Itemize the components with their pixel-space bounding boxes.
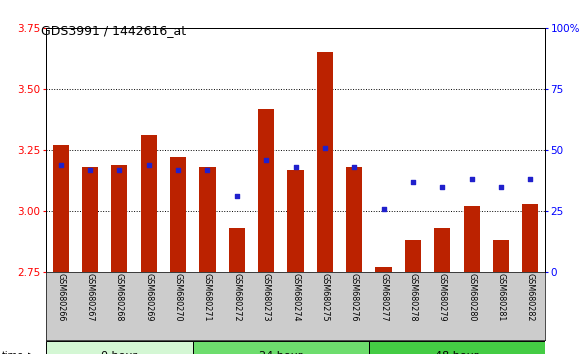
Text: GDS3991 / 1442616_at: GDS3991 / 1442616_at — [41, 24, 186, 37]
FancyBboxPatch shape — [369, 341, 545, 354]
Bar — [317, 52, 333, 272]
Text: GSM680282: GSM680282 — [526, 273, 535, 322]
Bar — [493, 240, 509, 272]
Text: GSM680275: GSM680275 — [320, 273, 329, 322]
FancyBboxPatch shape — [193, 341, 369, 354]
Bar — [112, 165, 127, 272]
Text: GSM680274: GSM680274 — [291, 273, 300, 322]
Text: GSM680278: GSM680278 — [408, 273, 417, 322]
Bar — [522, 204, 539, 272]
Text: GSM680267: GSM680267 — [85, 273, 95, 322]
Bar — [434, 228, 450, 272]
Point — [261, 157, 271, 162]
Point — [437, 184, 447, 189]
Point — [232, 194, 242, 199]
Bar — [53, 145, 69, 272]
Text: GSM680271: GSM680271 — [203, 273, 212, 322]
Bar — [464, 206, 480, 272]
Text: 0 hour: 0 hour — [101, 351, 138, 354]
Bar — [405, 240, 421, 272]
Bar — [170, 157, 186, 272]
Text: GSM680266: GSM680266 — [56, 273, 65, 322]
Bar — [258, 109, 274, 272]
Point — [56, 162, 65, 167]
Bar — [346, 167, 363, 272]
Point — [291, 164, 300, 170]
Text: GSM680273: GSM680273 — [261, 273, 271, 322]
Point — [467, 176, 476, 182]
Text: GSM680268: GSM680268 — [115, 273, 124, 322]
Point — [408, 179, 418, 184]
Point — [526, 176, 535, 182]
Point — [379, 206, 388, 211]
Text: GSM680270: GSM680270 — [174, 273, 182, 322]
Bar — [141, 135, 157, 272]
Point — [144, 162, 153, 167]
Text: GSM680269: GSM680269 — [144, 273, 153, 322]
Bar — [199, 167, 216, 272]
Text: ▶: ▶ — [28, 351, 36, 354]
Point — [496, 184, 505, 189]
Bar — [288, 170, 303, 272]
Bar — [82, 167, 98, 272]
Point — [203, 167, 212, 172]
Point — [174, 167, 183, 172]
Text: time: time — [2, 351, 24, 354]
Text: GSM680280: GSM680280 — [467, 273, 476, 322]
FancyBboxPatch shape — [46, 341, 193, 354]
Point — [114, 167, 124, 172]
Point — [85, 167, 95, 172]
Text: 48 hour: 48 hour — [435, 351, 479, 354]
Bar — [229, 228, 245, 272]
Point — [350, 164, 359, 170]
Text: GSM680272: GSM680272 — [232, 273, 241, 322]
Text: GSM680279: GSM680279 — [437, 273, 447, 322]
Point — [320, 145, 329, 150]
Text: GSM680276: GSM680276 — [350, 273, 358, 322]
Text: GSM680281: GSM680281 — [497, 273, 505, 322]
Text: 24 hour: 24 hour — [259, 351, 303, 354]
Text: GSM680277: GSM680277 — [379, 273, 388, 322]
Bar — [375, 267, 392, 272]
